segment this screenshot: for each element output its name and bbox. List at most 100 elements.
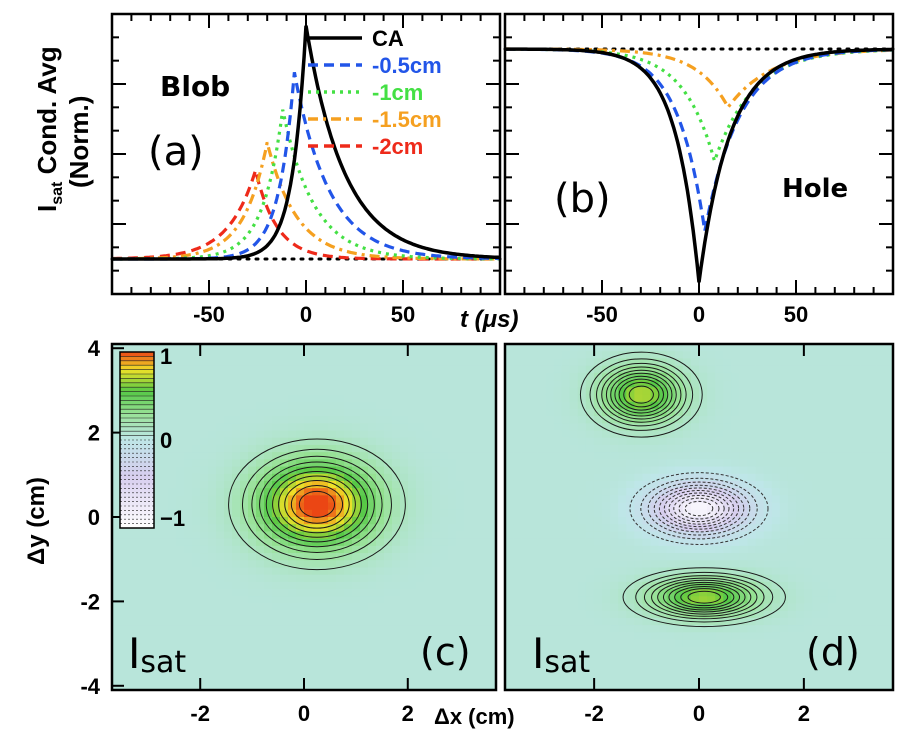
heat-cell: [585, 545, 595, 554]
heat-cell: [408, 661, 417, 669]
heat-cell: [112, 365, 121, 374]
heat-cell: [152, 581, 161, 590]
heat-cell: [763, 581, 773, 590]
heat-cell: [715, 531, 724, 540]
heat-cell: [320, 625, 329, 633]
heat-cell: [820, 502, 829, 511]
heat-cell: [192, 589, 201, 597]
heat-cell: [682, 668, 692, 677]
heat-cell: [561, 394, 571, 403]
heat-cell: [747, 625, 757, 633]
heat-cell: [505, 531, 514, 540]
heat-cell: [820, 632, 829, 641]
heat-cell: [860, 365, 870, 374]
heat-cell: [545, 365, 555, 374]
heat-cell: [804, 387, 813, 396]
heat-cell: [836, 344, 846, 352]
heat-cell: [472, 675, 481, 684]
heat-cell: [216, 545, 225, 554]
heat-cell: [561, 545, 571, 554]
heat-cell: [682, 466, 692, 475]
heat-cell: [312, 567, 321, 576]
heat-cell: [731, 502, 741, 511]
heat-cell: [537, 387, 547, 396]
heat-cell: [240, 668, 249, 677]
heat-cell: [424, 538, 433, 547]
heat-cell: [416, 574, 425, 583]
heat-cell: [112, 545, 121, 554]
heat-cell: [755, 509, 765, 518]
heat-cell: [288, 372, 297, 381]
heat-cell: [440, 401, 449, 410]
heat-cell: [408, 351, 417, 360]
heat-cell: [707, 646, 716, 655]
heat-cell: [844, 502, 854, 511]
heat-cell: [248, 358, 257, 367]
heat-cell: [820, 639, 829, 648]
heat-cell: [650, 394, 660, 403]
heat-cell: [747, 661, 757, 669]
heat-cell: [344, 502, 353, 511]
heat-cell: [674, 459, 684, 468]
heat-cell: [280, 574, 289, 583]
heat-cell: [184, 538, 193, 547]
heat-cell: [152, 661, 161, 669]
heat-cell: [272, 661, 281, 669]
heat-cell: [650, 553, 660, 561]
heat-cell: [408, 365, 417, 374]
heat-cell: [360, 553, 369, 561]
panel-a-ylabel-line2: (Norm.): [64, 96, 94, 188]
heat-cell: [320, 480, 329, 489]
heat-cell: [812, 675, 821, 684]
heat-cell: [264, 394, 273, 403]
heat-cell: [456, 430, 465, 439]
heat-cell: [400, 661, 409, 669]
heat-cell: [456, 610, 465, 619]
heat-cell: [820, 416, 829, 424]
heat-cell: [626, 545, 635, 554]
heat-cell: [320, 365, 329, 374]
heat-cell: [876, 401, 886, 410]
heat-cell: [328, 394, 337, 403]
heat-cell: [304, 675, 313, 684]
heat-cell: [352, 473, 361, 482]
heat-cell: [272, 437, 281, 446]
heat-cell: [312, 581, 321, 590]
heat-cell: [634, 574, 644, 583]
heat-cell: [408, 581, 417, 590]
heat-cell: [820, 560, 829, 569]
heat-cell: [796, 344, 805, 352]
heat-cell: [707, 668, 716, 677]
heat-cell: [537, 473, 547, 482]
heat-cell: [723, 437, 732, 446]
heat-cell: [739, 466, 749, 475]
heat-cell: [787, 365, 797, 374]
heat-cell: [884, 480, 894, 489]
heat-cell: [763, 682, 773, 691]
heat-cell: [464, 553, 473, 561]
heat-cell: [658, 524, 668, 533]
heat-cell: [626, 480, 635, 489]
heat-cell: [400, 480, 409, 489]
heat-cell: [723, 589, 732, 597]
heat-cell: [472, 358, 481, 367]
heat-cell: [328, 581, 337, 590]
heat-cell: [344, 596, 353, 605]
heat-cell: [634, 517, 644, 525]
heat-cell: [320, 387, 329, 396]
heat-cell: [184, 617, 193, 626]
heat-cell: [658, 466, 668, 475]
heat-cell: [707, 675, 716, 684]
heat-cell: [610, 437, 619, 446]
heat-cell: [320, 646, 329, 655]
heat-cell: [224, 646, 233, 655]
heat-cell: [513, 488, 522, 496]
heat-cell: [828, 581, 838, 590]
heat-cell: [200, 495, 209, 504]
heat-cell: [344, 473, 353, 482]
heat-cell: [804, 646, 813, 655]
heat-cell: [424, 596, 433, 605]
heat-cell: [812, 553, 821, 561]
heat-cell: [537, 589, 547, 597]
heat-cell: [739, 531, 749, 540]
